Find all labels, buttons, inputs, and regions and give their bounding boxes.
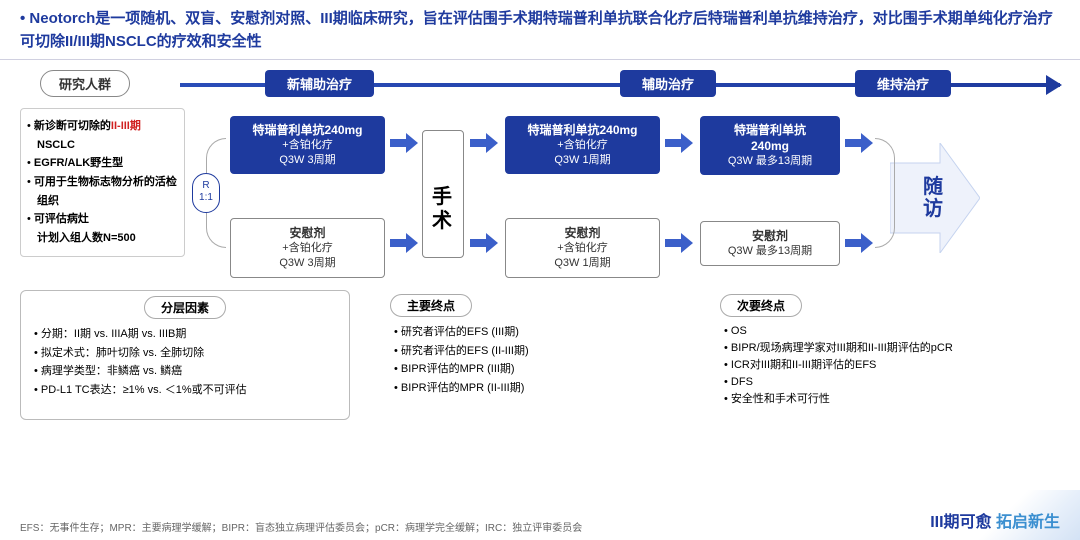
crit-3: 可评估病灶 bbox=[34, 213, 89, 225]
secondary-endpoint-box: 次要终点 OS BIPR/现场病理学家对III期和II-III期评估的pCR I… bbox=[720, 294, 1060, 408]
arrow-icon bbox=[390, 133, 420, 153]
phase-neoadjuvant: 新辅助治疗 bbox=[265, 70, 374, 97]
adj-p-title: 安慰剂 bbox=[510, 225, 655, 241]
neo-t-s2: Q3W 3周期 bbox=[234, 153, 381, 168]
mnt-placebo-box: 安慰剂 Q3W 最多13周期 bbox=[700, 221, 840, 266]
secondary-title: 次要终点 bbox=[720, 294, 802, 317]
phase-maintenance: 维持治疗 bbox=[855, 70, 951, 97]
criteria-box: 新诊断可切除的II-III期 NSCLC EGFR/ALK野生型 可用于生物标志… bbox=[20, 108, 185, 257]
slogan-b: 拓启新生 bbox=[992, 514, 1060, 531]
adj-p-s1: +含铂化疗 bbox=[510, 241, 655, 256]
crit-0c: NSCLC bbox=[37, 139, 75, 151]
neo-t-s1: +含铂化疗 bbox=[234, 138, 381, 153]
crit-0b: II-III期 bbox=[111, 120, 141, 132]
arrow-icon bbox=[665, 133, 695, 153]
adj-t-s1: +含铂化疗 bbox=[509, 138, 656, 153]
rand-ratio: 1:1 bbox=[193, 192, 219, 204]
adj-treatment-box: 特瑞普利单抗240mg +含铂化疗 Q3W 1周期 bbox=[505, 116, 660, 174]
primary-endpoint-box: 主要终点 研究者评估的EFS (III期) 研究者评估的EFS (II-III期… bbox=[390, 294, 670, 398]
randomization-badge: R 1:1 bbox=[192, 173, 220, 213]
adj-placebo-box: 安慰剂 +含铂化疗 Q3W 1周期 bbox=[505, 218, 660, 278]
neo-treatment-box: 特瑞普利单抗240mg +含铂化疗 Q3W 3周期 bbox=[230, 116, 385, 174]
flow-diagram: 新诊断可切除的II-III期 NSCLC EGFR/ALK野生型 可用于生物标志… bbox=[20, 108, 1060, 288]
surgery-a: 手 bbox=[432, 185, 454, 209]
arrow-icon bbox=[845, 133, 875, 153]
sec-2: ICR对III期和II-III期评估的EFS bbox=[724, 357, 1060, 374]
endpoints-row: 分层因素 分期：II期 vs. IIIA期 vs. IIIB期 拟定术式：肺叶切… bbox=[20, 294, 1060, 444]
crit-2: 可用于生物标志物分析的活检组织 bbox=[34, 176, 177, 207]
sec-0: OS bbox=[724, 323, 1060, 340]
primary-title: 主要终点 bbox=[390, 294, 472, 317]
stratification-box: 分层因素 分期：II期 vs. IIIA期 vs. IIIB期 拟定术式：肺叶切… bbox=[30, 296, 340, 400]
sec-4: 安全性和手术可行性 bbox=[724, 391, 1060, 408]
mnt-t-title: 特瑞普利单抗 bbox=[704, 122, 836, 138]
rand-r: R bbox=[193, 180, 219, 192]
fu-a: 随 bbox=[923, 176, 943, 198]
mnt-p-title: 安慰剂 bbox=[705, 228, 835, 244]
neo-p-title: 安慰剂 bbox=[235, 225, 380, 241]
header-text: Neotorch是一项随机、双盲、安慰剂对照、III期临床研究，旨在评估围手术期… bbox=[20, 8, 1060, 53]
crit-4: 计划入组人数N=500 bbox=[37, 232, 136, 244]
strat-2: 病理学类型：非鳞癌 vs. 鳞癌 bbox=[34, 362, 340, 381]
primary-2: BIPR评估的MPR (III期) bbox=[394, 360, 670, 379]
adj-t-s2: Q3W 1周期 bbox=[509, 153, 656, 168]
crit-0a: 新诊断可切除的 bbox=[34, 120, 111, 132]
neo-p-s2: Q3W 3周期 bbox=[235, 256, 380, 271]
mnt-t-title2: 240mg bbox=[704, 138, 836, 154]
mnt-treatment-box: 特瑞普利单抗 240mg Q3W 最多13周期 bbox=[700, 116, 840, 175]
sec-3: DFS bbox=[724, 374, 1060, 391]
arrow-icon bbox=[470, 133, 500, 153]
arrow-icon bbox=[390, 233, 420, 253]
mnt-p-s2: Q3W 最多13周期 bbox=[705, 244, 835, 259]
phase-row: 研究人群 新辅助治疗 辅助治疗 维持治疗 bbox=[20, 70, 1060, 100]
arrow-icon bbox=[470, 233, 500, 253]
arrow-icon bbox=[665, 233, 695, 253]
adj-t-title: 特瑞普利单抗240mg bbox=[509, 122, 656, 138]
slogan: III期可愈 拓启新生 bbox=[930, 508, 1060, 532]
mnt-t-s2: Q3W 最多13周期 bbox=[704, 154, 836, 169]
merge-curve bbox=[875, 138, 895, 248]
neo-placebo-box: 安慰剂 +含铂化疗 Q3W 3周期 bbox=[230, 218, 385, 278]
surgery-b: 术 bbox=[432, 209, 454, 233]
primary-1: 研究者评估的EFS (II-III期) bbox=[394, 342, 670, 361]
strat-title: 分层因素 bbox=[144, 296, 226, 319]
arrow-icon bbox=[845, 233, 875, 253]
fu-b: 访 bbox=[923, 198, 943, 220]
footer-abbrev: EFS：无事件生存；MPR：主要病理学缓解；BIPR：盲态独立病理评估委员会；p… bbox=[20, 519, 1060, 534]
strat-1: 拟定术式：肺叶切除 vs. 全肺切除 bbox=[34, 344, 340, 363]
strat-0: 分期：II期 vs. IIIA期 vs. IIIB期 bbox=[34, 325, 340, 344]
sec-1: BIPR/现场病理学家对III期和II-III期评估的pCR bbox=[724, 340, 1060, 357]
phase-population: 研究人群 bbox=[40, 70, 130, 97]
primary-0: 研究者评估的EFS (III期) bbox=[394, 323, 670, 342]
header: Neotorch是一项随机、双盲、安慰剂对照、III期临床研究，旨在评估围手术期… bbox=[0, 0, 1080, 60]
crit-1: EGFR/ALK野生型 bbox=[34, 157, 123, 169]
neo-p-s1: +含铂化疗 bbox=[235, 241, 380, 256]
phase-adjuvant: 辅助治疗 bbox=[620, 70, 716, 97]
slogan-a: III期可愈 bbox=[930, 514, 991, 531]
surgery-box: 手术 bbox=[422, 130, 464, 258]
primary-3: BIPR评估的MPR (II-III期) bbox=[394, 379, 670, 398]
followup-box: 随访 bbox=[890, 148, 940, 248]
neo-t-title: 特瑞普利单抗240mg bbox=[234, 122, 381, 138]
strat-3: PD-L1 TC表达：≥1% vs. ＜1%或不可评估 bbox=[34, 381, 340, 400]
adj-p-s2: Q3W 1周期 bbox=[510, 256, 655, 271]
